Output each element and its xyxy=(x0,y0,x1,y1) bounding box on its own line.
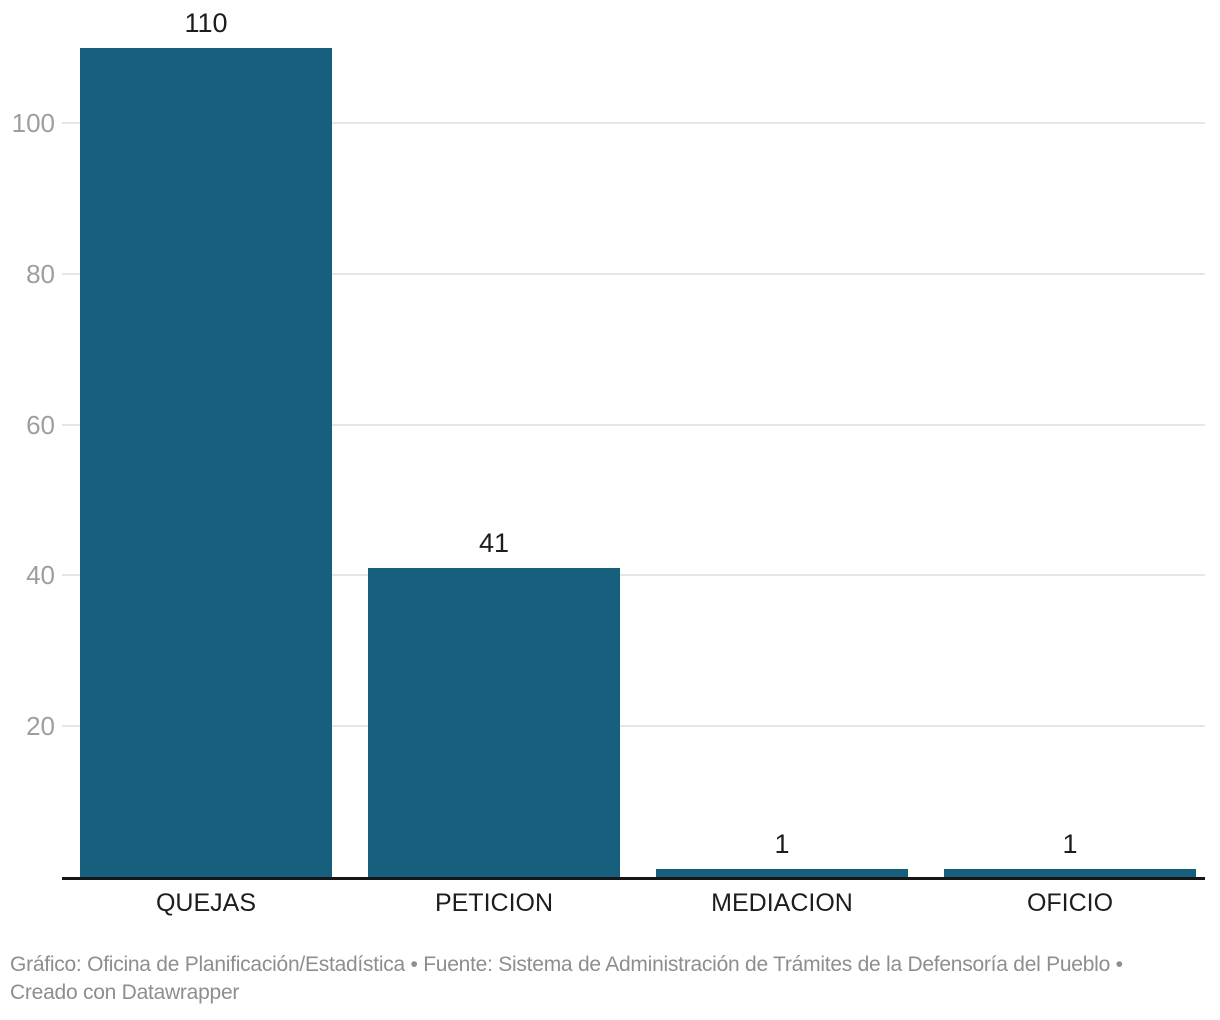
chart-credits: Gráfico: Oficina de Planificación/Estadí… xyxy=(10,951,1215,1007)
y-gridline xyxy=(62,725,1205,728)
y-gridline xyxy=(62,423,1205,426)
y-gridline xyxy=(62,574,1205,577)
y-gridline xyxy=(62,121,1205,124)
bar-peticion xyxy=(368,567,620,877)
credits-line-2: Creado con Datawrapper xyxy=(10,981,240,1004)
y-tick-label: 20 xyxy=(26,711,55,742)
value-label: 41 xyxy=(478,527,510,558)
x-axis-line xyxy=(62,877,1205,880)
bar-quejas xyxy=(80,47,332,877)
y-tick-label: 60 xyxy=(26,409,55,440)
value-label: 110 xyxy=(184,7,228,38)
y-gridline xyxy=(62,272,1205,275)
x-axis-label: PETICION xyxy=(434,889,554,917)
value-label: 1 xyxy=(774,829,790,860)
y-tick-label: 40 xyxy=(26,560,55,591)
bar-oficio xyxy=(944,869,1196,877)
x-axis-label: MEDIACION xyxy=(711,889,853,917)
credits-line-1: Gráfico: Oficina de Planificación/Estadí… xyxy=(10,953,1123,976)
bar-mediacion xyxy=(656,869,908,877)
x-axis-label: QUEJAS xyxy=(155,889,257,917)
x-axis-label: OFICIO xyxy=(1026,889,1114,917)
value-label: 1 xyxy=(1062,829,1078,860)
y-tick-label: 100 xyxy=(11,107,55,138)
y-tick-label: 80 xyxy=(26,258,55,289)
